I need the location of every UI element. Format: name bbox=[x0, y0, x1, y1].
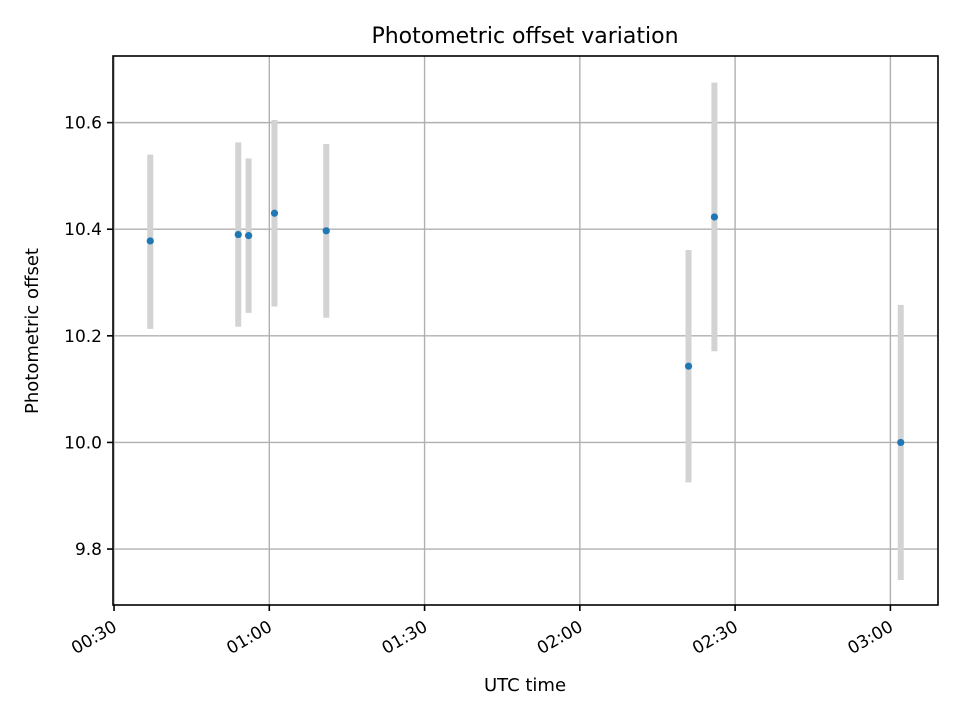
data-point bbox=[322, 227, 330, 235]
y-tick-label: 10.2 bbox=[64, 327, 102, 347]
x-tick-label: 03:00 bbox=[844, 617, 896, 659]
data-point bbox=[146, 237, 154, 245]
x-tick-label: 01:00 bbox=[223, 617, 275, 659]
data-point bbox=[270, 209, 279, 217]
y-axis-ticks: 9.8 10.0 10.2 10.4 10.6 bbox=[64, 114, 113, 560]
data-point bbox=[897, 438, 905, 447]
x-tick-label: 00:30 bbox=[68, 617, 120, 659]
error-bars bbox=[147, 82, 904, 580]
chart-title: Photometric offset variation bbox=[371, 24, 678, 49]
plot-area-frame bbox=[112, 55, 939, 606]
x-tick-label: 02:00 bbox=[534, 617, 586, 659]
x-axis-ticks: 00:30 01:00 01:30 02:00 02:30 03:00 bbox=[68, 605, 897, 659]
y-tick-label: 10.6 bbox=[64, 114, 102, 134]
data-points bbox=[146, 209, 905, 447]
y-axis-label: Photometric offset bbox=[22, 248, 43, 414]
data-point bbox=[234, 230, 242, 239]
y-tick-label: 9.8 bbox=[75, 540, 102, 560]
y-tick-label: 10.0 bbox=[64, 433, 102, 453]
data-point bbox=[245, 232, 253, 240]
y-tick-label: 10.4 bbox=[64, 220, 102, 240]
data-point bbox=[710, 213, 719, 221]
x-tick-label: 01:30 bbox=[379, 617, 431, 659]
data-point bbox=[684, 362, 693, 370]
x-axis-label: UTC time bbox=[484, 675, 566, 696]
x-tick-label: 02:30 bbox=[689, 617, 741, 659]
grid bbox=[113, 56, 938, 605]
